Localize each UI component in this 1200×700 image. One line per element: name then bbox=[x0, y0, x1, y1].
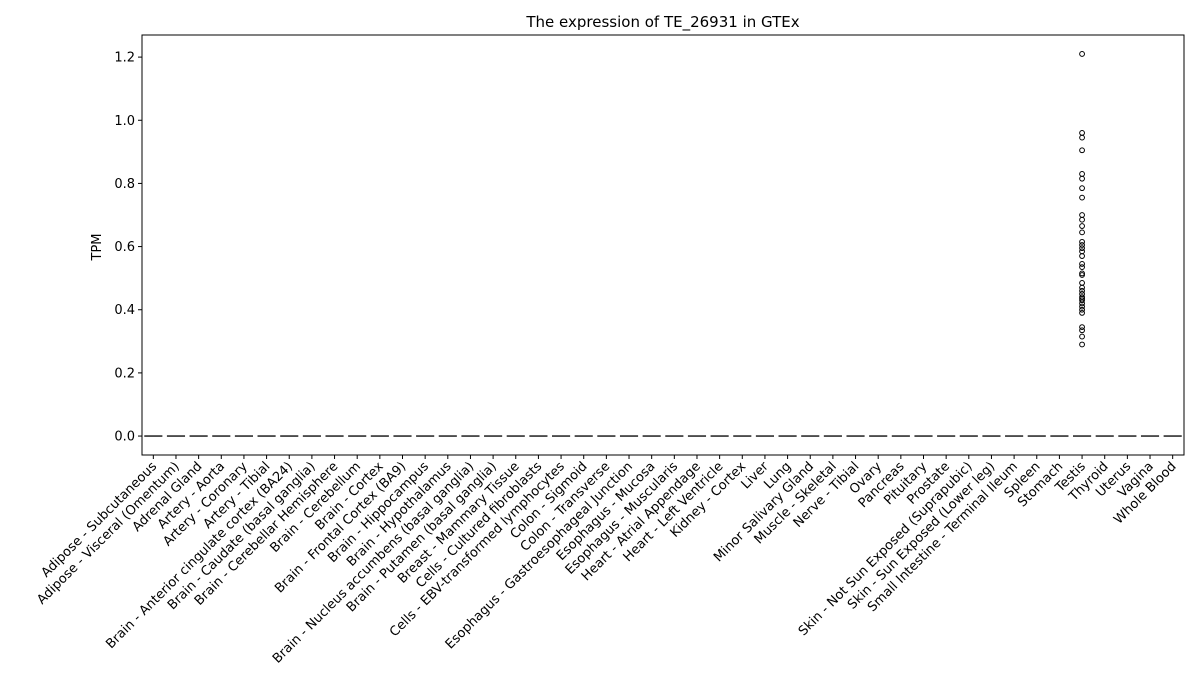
outlier-point bbox=[1079, 147, 1085, 154]
outlier-point bbox=[1079, 212, 1085, 218]
outlier-point bbox=[1079, 253, 1085, 259]
outlier-point bbox=[1079, 229, 1085, 236]
outlier-point bbox=[1079, 303, 1085, 310]
outlier-point bbox=[1079, 242, 1085, 248]
outlier-point bbox=[1079, 51, 1085, 57]
outlier-point bbox=[1079, 264, 1085, 271]
outlier-point bbox=[1079, 175, 1085, 182]
y-tick-label: 1.2 bbox=[114, 51, 135, 66]
outlier-point bbox=[1079, 261, 1085, 267]
y-axis-ticks: 0.0 0.2 0.4 0.6 0.8 1.0 1.2 bbox=[114, 51, 142, 445]
outlier-point bbox=[1079, 287, 1085, 294]
y-axis-label: TPM bbox=[90, 234, 105, 262]
y-tick-label: 1.0 bbox=[114, 114, 135, 129]
y-tick-label: 0.4 bbox=[114, 303, 135, 318]
outlier-point bbox=[1079, 333, 1085, 340]
outlier-point bbox=[1079, 272, 1085, 278]
outlier-point bbox=[1079, 171, 1085, 177]
y-tick-label: 0.8 bbox=[114, 177, 135, 192]
outlier-point bbox=[1079, 248, 1085, 255]
outlier-point bbox=[1079, 309, 1085, 316]
chart-title: The expression of TE_26931 in GTEx bbox=[525, 13, 799, 32]
outlier-point bbox=[1079, 300, 1085, 307]
outlier-point bbox=[1079, 327, 1085, 334]
outlier-point bbox=[1079, 129, 1085, 136]
outlier-point bbox=[1079, 185, 1085, 192]
outlier-point bbox=[1079, 324, 1085, 331]
outlier-point bbox=[1079, 245, 1085, 252]
plot-frame bbox=[141, 34, 1185, 456]
plot-area bbox=[144, 51, 1182, 437]
outlier-point bbox=[1079, 238, 1085, 245]
outlier-point bbox=[1079, 134, 1085, 141]
outlier-point bbox=[1079, 284, 1085, 291]
outlier-point bbox=[1079, 216, 1085, 223]
outlier-point bbox=[1079, 279, 1085, 286]
outlier-point bbox=[1079, 306, 1085, 313]
outlier-point bbox=[1079, 341, 1085, 348]
outlier-point bbox=[1079, 297, 1085, 304]
y-tick-label: 0.6 bbox=[114, 240, 135, 255]
outlier-point bbox=[1079, 194, 1085, 201]
y-tick-label: 0.0 bbox=[114, 430, 135, 445]
outlier-point bbox=[1079, 223, 1085, 229]
y-tick-label: 0.2 bbox=[114, 366, 135, 381]
